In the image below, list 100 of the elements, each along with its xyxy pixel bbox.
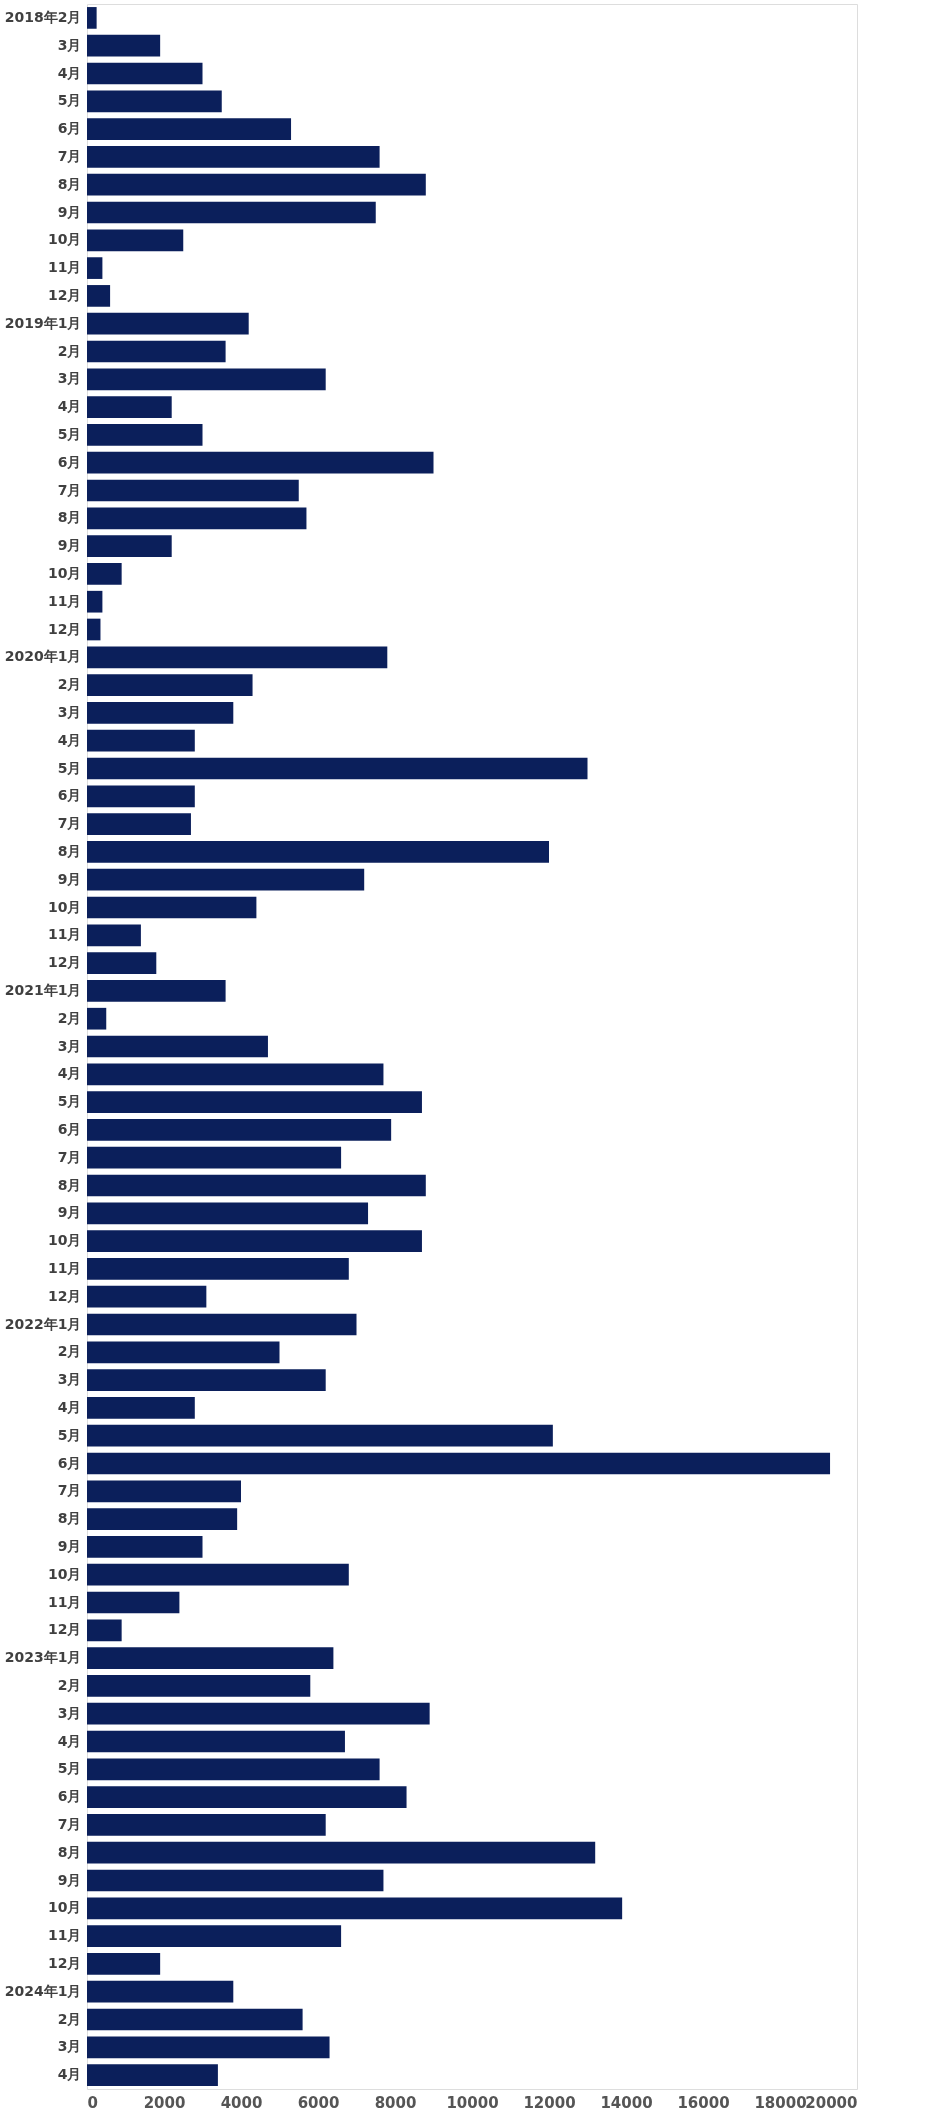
bar [87,479,299,502]
y-tick-label: 2月 [57,342,82,359]
y-tick-label: 4月 [57,64,82,81]
bar [87,813,191,835]
y-tick-label: 5月 [57,425,82,442]
bar [87,1119,392,1141]
x-tick-label: 2000 [143,2093,186,2112]
y-tick-label: 9月 [57,1537,82,1554]
y-tick-label: 2月 [57,1343,82,1360]
bar [87,674,253,696]
bar [87,507,307,530]
y-tick-label: 8月 [57,1510,82,1527]
y-tick-label: 2019年1月 [4,314,82,331]
bar [87,1146,342,1169]
bar [87,702,234,724]
y-tick-label: 3月 [57,2038,82,2055]
bar [87,1424,553,1447]
y-tick-label: 5月 [57,92,82,109]
bar [87,1063,384,1086]
y-tick-label: 5月 [57,1093,82,1110]
y-tick-label: 10月 [48,564,82,581]
bar [87,229,184,252]
y-tick-label: 3月 [57,703,82,720]
bar [87,1730,345,1753]
bar [87,1786,407,1808]
x-tick-label: 8000 [374,2093,417,2112]
bar [87,1925,342,1947]
bar [87,396,172,418]
y-tick-label: 10月 [48,1565,82,1582]
y-tick-label: 2021年1月 [4,981,82,998]
y-tick-label: 8月 [57,1843,82,1860]
y-tick-label: 12月 [48,286,82,303]
bar [87,1702,430,1725]
y-tick-label: 6月 [57,453,82,470]
bar [87,1953,161,1975]
y-tick-label: 3月 [57,36,82,53]
bar [87,90,222,113]
bar [87,590,103,613]
bar [87,173,426,196]
x-tick-label: 18000 [754,2093,807,2112]
x-tick-label: 0 [87,2093,98,2112]
bar [87,424,203,446]
y-tick-label: 3月 [57,1037,82,1054]
bar [87,7,97,29]
y-tick-label: 6月 [57,1454,82,1471]
y-tick-label: 6月 [57,1120,82,1137]
bar [87,841,549,863]
bar [87,1007,107,1030]
y-tick-label: 5月 [57,1426,82,1443]
y-tick-label: 4月 [57,1732,82,1749]
y-tick-label: 2022年1月 [4,1315,82,1332]
y-tick-label: 8月 [57,842,82,859]
bar [87,563,122,585]
y-tick-label: 11月 [48,926,82,943]
y-tick-label: 3月 [57,1371,82,1388]
bar [87,924,141,947]
bar [87,1452,831,1475]
bar [87,980,226,1002]
x-tick-label: 20000 [805,2093,858,2112]
y-tick-label: 12月 [48,620,82,637]
bar [87,146,380,168]
y-tick-label: 12月 [48,1954,82,1971]
y-tick-label: 2月 [57,2010,82,2027]
bar [87,1202,369,1225]
y-tick-label: 11月 [48,1259,82,1276]
bar [87,2064,218,2086]
bar [87,896,257,919]
bar [87,340,226,363]
y-tick-label: 9月 [57,1204,82,1221]
y-tick-label: 6月 [57,1788,82,1805]
bar [87,785,195,808]
bar [87,1285,207,1308]
bar [87,2008,303,2031]
bar [87,1675,311,1697]
bar [87,952,157,974]
y-tick-label: 5月 [57,1760,82,1777]
y-tick-label: 12月 [48,954,82,971]
x-tick-label: 10000 [446,2093,499,2112]
bar [87,618,101,641]
y-tick-label: 7月 [57,815,82,832]
bar [87,1814,326,1836]
y-tick-label: 3月 [57,1704,82,1721]
y-tick-label: 10月 [48,1232,82,1249]
y-tick-label: 7月 [57,481,82,498]
bar [87,868,365,891]
y-tick-label: 9月 [57,1871,82,1888]
bar [87,368,326,391]
bar [87,2036,330,2059]
y-tick-label: 11月 [48,592,82,609]
bar [87,118,292,140]
x-tick-label: 6000 [297,2093,340,2112]
bar [87,1508,238,1530]
y-tick-label: 2024年1月 [4,1982,82,1999]
y-tick-label: 7月 [57,1148,82,1165]
y-tick-label: 4月 [57,398,82,415]
bar [87,1869,384,1892]
y-tick-label: 2018年2月 [4,8,82,25]
y-tick-label: 4月 [57,1065,82,1082]
bar [87,1841,596,1864]
y-tick-label: 4月 [57,731,82,748]
